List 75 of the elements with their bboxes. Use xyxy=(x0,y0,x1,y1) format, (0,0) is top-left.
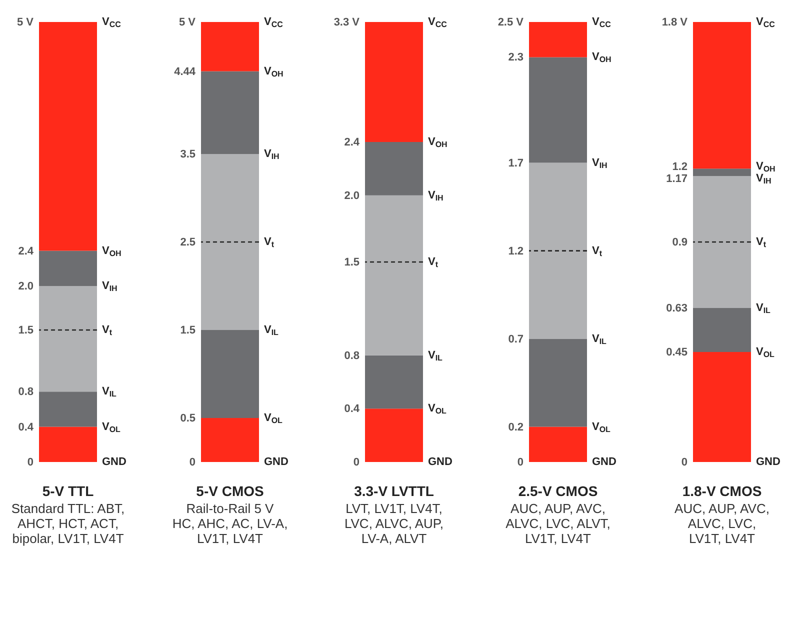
text: AUC, AUP, AVC, ALVC, LVC, ALVT, LV1T, LV4T xyxy=(506,501,610,546)
bar xyxy=(693,176,751,308)
bar xyxy=(39,392,97,427)
bar xyxy=(365,142,423,196)
y-tick-label: 0.4 xyxy=(18,421,34,434)
bar xyxy=(39,22,97,251)
y-tick-label: 0.8 xyxy=(18,386,34,398)
text: GND xyxy=(592,456,616,468)
y-tick-label: 5 V xyxy=(178,16,196,28)
bar xyxy=(365,355,423,409)
bar xyxy=(529,426,587,462)
y-tick-label: 0.5 xyxy=(180,412,196,424)
y-tick-label: 1.2 xyxy=(672,160,688,173)
bar xyxy=(693,168,751,176)
y-tick-label: 0 xyxy=(517,456,524,468)
y-tick-label: 0.7 xyxy=(508,333,524,346)
text: GND xyxy=(428,456,452,468)
text: 2.5-V CMOS xyxy=(518,483,598,499)
y-tick-label: 3.3 V xyxy=(334,16,360,28)
y-tick-label: 1.7 xyxy=(508,157,524,170)
bar xyxy=(201,154,259,330)
y-tick-label: 1.2 xyxy=(508,245,524,258)
bar xyxy=(529,22,587,58)
bar xyxy=(201,330,259,418)
text: 3.3-V LVTTL xyxy=(354,483,434,499)
y-tick-label: 0.63 xyxy=(666,302,688,314)
text: LVT, LV1T, LV4T, LVC, ALVC, AUP, LV-A, ALVT xyxy=(344,501,444,546)
y-tick-label: 1.5 xyxy=(18,324,34,336)
y-tick-label: 0.2 xyxy=(508,421,524,434)
y-tick-label: 1.5 xyxy=(180,324,196,336)
y-tick-label: 2.4 xyxy=(18,245,34,258)
y-tick-label: 1.5 xyxy=(344,256,360,268)
y-tick-label: 0 xyxy=(681,456,688,468)
y-tick-label: 3.5 xyxy=(180,148,196,160)
y-tick-label: 0.45 xyxy=(666,346,688,358)
bar xyxy=(529,57,587,163)
text: GND xyxy=(264,456,288,468)
bar xyxy=(365,22,423,142)
y-tick-label: 1.17 xyxy=(666,172,688,185)
y-tick-label: 2.0 xyxy=(18,280,34,292)
y-tick-label: 0 xyxy=(27,456,34,468)
text: 5-V CMOS xyxy=(196,483,264,499)
text: 1.8-V CMOS xyxy=(682,483,762,499)
text: Standard TTL: ABT, AHCT, HCT, ACT, bipolar, LV1T, LV4T xyxy=(11,501,125,546)
bar xyxy=(201,418,259,462)
y-tick-label: 2.3 xyxy=(508,52,524,64)
y-tick-label: 2.5 V xyxy=(498,16,524,28)
bar xyxy=(693,352,751,462)
text: GND xyxy=(756,456,780,468)
bar xyxy=(39,286,97,392)
bar xyxy=(693,308,751,352)
y-tick-label: 1.8 V xyxy=(662,16,688,28)
bar xyxy=(39,426,97,462)
text: GND xyxy=(102,456,126,468)
bar xyxy=(39,250,97,286)
bar xyxy=(365,408,423,462)
text: AUC, AUP, AVC, ALVC, LVC, LV1T, LV4T xyxy=(674,501,770,546)
bar xyxy=(365,195,423,356)
y-tick-label: 0.8 xyxy=(344,350,360,362)
y-tick-label: 2.5 xyxy=(180,236,196,248)
bar xyxy=(529,162,587,339)
text: Rail-to-Rail 5 V HC, AHC, AC, LV-A, LV1T, LV4T xyxy=(172,501,288,546)
y-tick-label: 0 xyxy=(353,456,360,468)
text: 5-V TTL xyxy=(42,483,94,499)
y-tick-label: 5 V xyxy=(16,16,34,28)
y-tick-label: 4.44 xyxy=(174,66,196,78)
y-tick-label: 0.9 xyxy=(672,236,688,248)
y-tick-label: 2.4 xyxy=(344,136,360,148)
y-tick-label: 0.4 xyxy=(344,403,360,416)
y-tick-label: 0 xyxy=(189,456,196,468)
bar xyxy=(693,22,751,169)
bar xyxy=(201,71,259,154)
y-tick-label: 2.0 xyxy=(344,190,360,202)
bar xyxy=(529,338,587,427)
bar xyxy=(201,22,259,72)
